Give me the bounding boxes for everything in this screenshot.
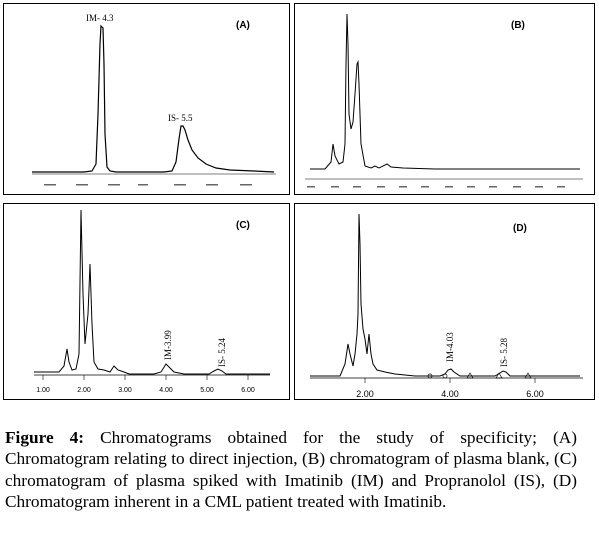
tick-label: 4.00 [159,387,173,394]
peak-label-im-c: IM-3.99 [163,330,173,360]
tick-label: 6.00 [241,387,255,394]
caption-prefix: Figure 4: [5,428,85,447]
peak-label-is-d: IS- 5.28 [499,338,509,367]
trace-c [34,209,270,375]
axis-c-tick-marks [42,375,249,380]
tick-label: 2.00 [356,389,374,399]
panel-a-label: (A) [236,20,250,31]
axis-b-ticks [307,186,565,188]
chromatogram-a-plot: (A) IM- 4.3 IS- 5.5 [32,13,276,186]
axis-c-tick-labels: 1.00 2.00 3.00 4.00 5.00 6.00 [36,387,255,394]
panel-d-label: (D) [513,223,527,234]
axis-d-tick-marks [364,378,536,383]
axis-a-ticks [44,184,252,186]
trace-a [32,24,275,173]
chromatogram-panel-b: (B) [294,3,595,195]
chromatogram-b-plot: (B) [305,13,583,188]
tick-label: 2.00 [77,387,91,394]
peak-label-is-c: IS- 5.24 [217,338,227,367]
trace-b [310,13,580,170]
chromatogram-d-plot: (D) IM-4.03 IS- 5.28 2.00 4.00 6.00 [310,213,583,399]
baseline-markers [427,372,532,379]
figure-caption: Figure 4: Chromatograms obtained for the… [5,427,577,513]
trace-d [310,213,580,377]
axis-d-tick-labels: 2.00 4.00 6.00 [356,389,544,399]
caption-text: Chromatograms obtained for the study of … [5,428,577,512]
chromatogram-panel-d: (D) IM-4.03 IS- 5.28 2.00 4.00 6.00 [294,203,595,400]
tick-label: 4.00 [441,389,459,399]
tick-label: 6.00 [526,389,544,399]
tick-label: 1.00 [36,387,50,394]
tick-label: 5.00 [200,387,214,394]
panel-c-label: (C) [236,220,250,231]
peak-label-im-a: IM- 4.3 [86,13,114,23]
chromatogram-panel-a: (A) IM- 4.3 IS- 5.5 [3,3,290,195]
panel-b-label: (B) [511,20,525,31]
tick-label: 3.00 [118,387,132,394]
chromatogram-panel-c: (C) IM-3.99 IS- 5.24 1.00 2.00 3.00 4.00… [3,203,290,400]
chromatogram-c-plot: (C) IM-3.99 IS- 5.24 1.00 2.00 3.00 4.00… [34,209,270,394]
peak-label-im-d: IM-4.03 [445,332,455,362]
peak-label-is-a: IS- 5.5 [168,113,193,123]
